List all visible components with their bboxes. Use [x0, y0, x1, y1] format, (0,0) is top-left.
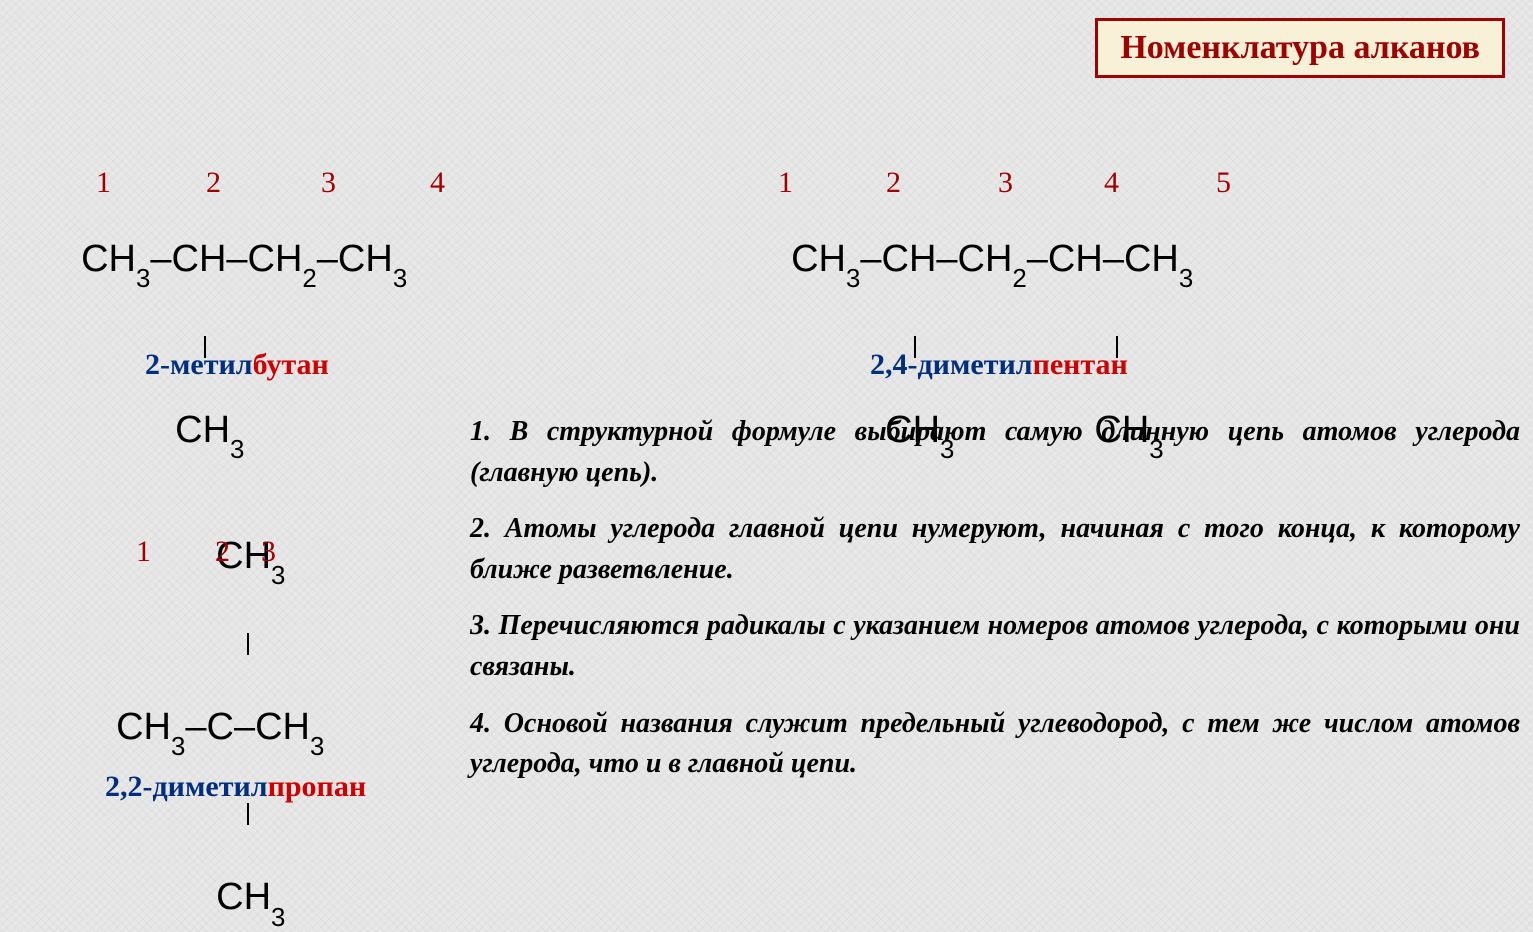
m2-num-3: 3: [998, 166, 1013, 200]
m2-num-4: 4: [1104, 166, 1119, 200]
m3-suffix: пропан: [268, 770, 367, 803]
m1-num-3: 3: [321, 166, 336, 200]
m3-num-2: 2: [215, 535, 230, 569]
rule-2: 2. Атомы углерода главной цепи нумеруют,…: [470, 509, 1520, 590]
m2-num-2: 2: [886, 166, 901, 200]
m1-suffix: бутан: [253, 348, 329, 381]
m1-num-2: 2: [206, 166, 221, 200]
nomenclature-rules: 1. В структурной формуле выбирают самую …: [470, 412, 1520, 801]
m1-num-4: 4: [430, 166, 445, 200]
m3-prefix: 2,2-диметил: [105, 770, 268, 803]
rule-3: 3. Перечисляются радикалы с указанием но…: [470, 606, 1520, 687]
m1-num-1: 1: [96, 166, 111, 200]
rule-4: 4. Основой названия служит предельный уг…: [470, 704, 1520, 785]
m3-num-3: 3: [261, 535, 276, 569]
page-title: Номенклатура алканов: [1095, 18, 1505, 78]
m2-num-1: 1: [778, 166, 793, 200]
molecule-3-name: 2,2-диметилпропан: [105, 770, 366, 804]
molecule-3-formula: CH3 CH3–C–CH3 CH3: [95, 495, 324, 925]
molecule-1-formula: CH3–CH–CH2–CH3 CH3: [60, 198, 407, 457]
molecule-2-name: 2,4-диметилпентан: [870, 348, 1128, 382]
m1-prefix: 2-метил: [145, 348, 253, 381]
m2-num-5: 5: [1216, 166, 1231, 200]
m2-suffix: пентан: [1033, 348, 1128, 381]
m3-num-1: 1: [136, 535, 151, 569]
rule-1: 1. В структурной формуле выбирают самую …: [470, 412, 1520, 493]
molecule-1-name: 2-метилбутан: [145, 348, 329, 382]
m2-prefix: 2,4-диметил: [870, 348, 1033, 381]
